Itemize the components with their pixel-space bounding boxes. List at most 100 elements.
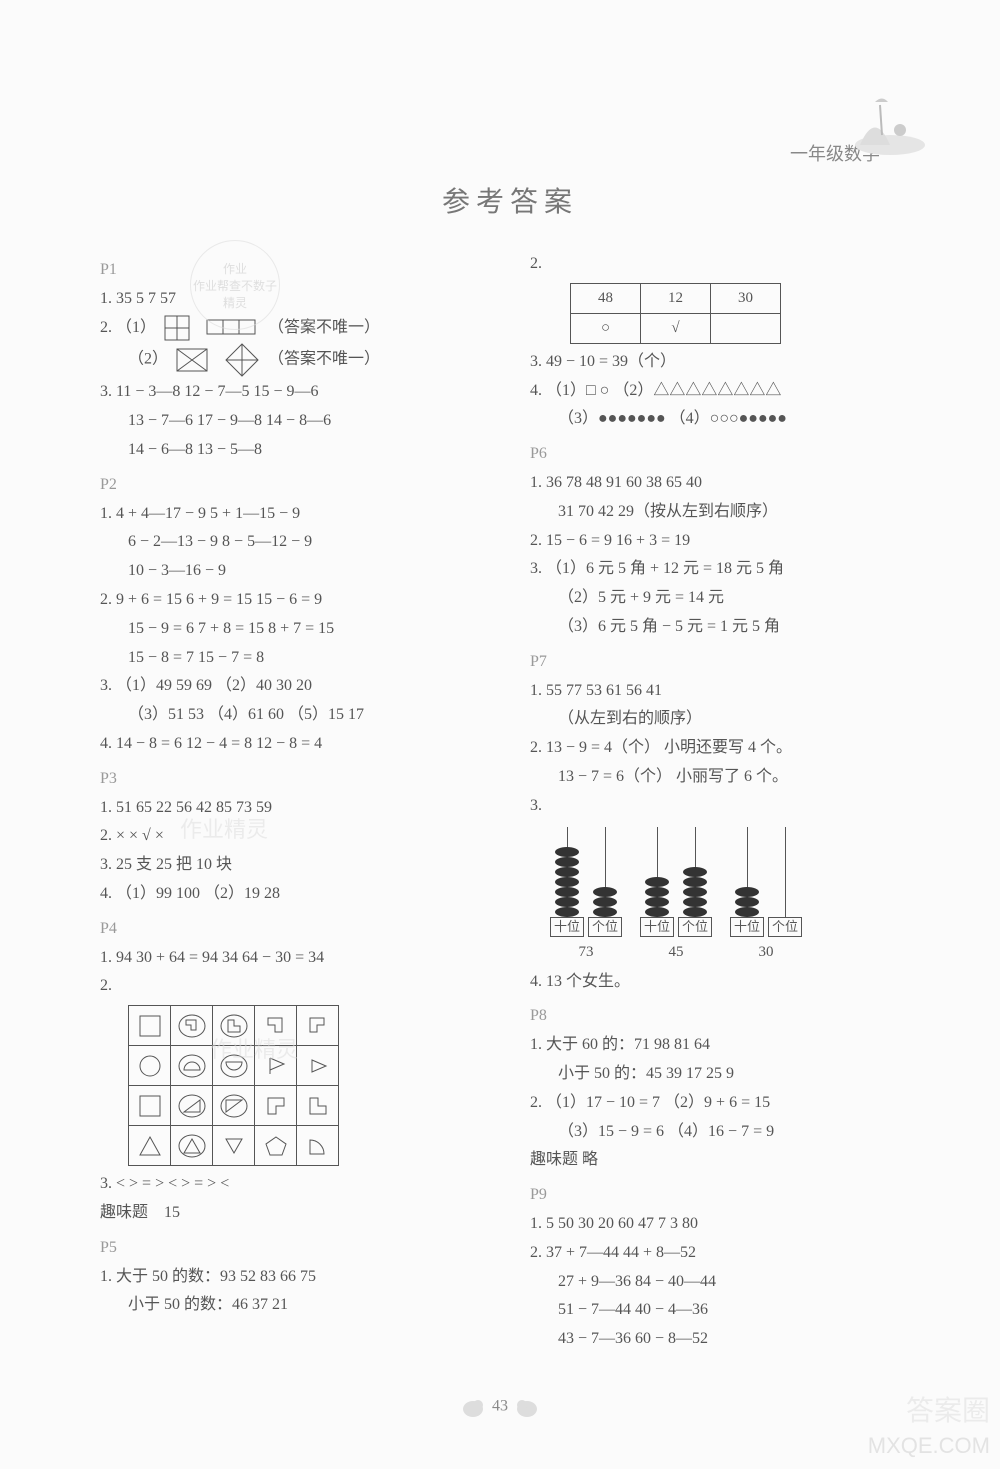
p8-q1-2: 小于 50 的：45 39 17 25 9 [558, 1060, 920, 1089]
watermark-brand: MXQE.COM [868, 1433, 990, 1459]
page-number: 43 [492, 1398, 508, 1415]
rod-label: 十位 [640, 917, 674, 937]
content-columns: P1 1. 35 5 7 57 2. （1） （答案不唯一） （2） [100, 250, 920, 1354]
rod-label: 个位 [588, 917, 622, 937]
abacus-bead [735, 907, 759, 917]
p6-q3-3: （3）6 元 5 角 − 5 元 = 1 元 5 角 [558, 613, 920, 642]
p7-q3: 3. [530, 792, 920, 821]
abacus-bead [555, 887, 579, 897]
abacus: 十位个位73 [550, 827, 622, 966]
p3-q3: 3. 25 支 25 把 10 块 [100, 851, 490, 880]
p9-q2-1: 2. 37 + 7—44 44 + 8—52 [530, 1239, 920, 1268]
stamp-circle: 作业 作业帮查不数子 精灵 [190, 240, 280, 330]
tri-var-2-icon [220, 1132, 248, 1160]
p9-q2-4: 43 − 7—36 60 − 8—52 [558, 1325, 920, 1354]
p4-q2: 2. [100, 972, 490, 1001]
p9-q1: 1. 5 50 30 20 60 47 7 3 80 [530, 1210, 920, 1239]
abacus-value: 45 [669, 939, 684, 966]
abacus-value: 73 [579, 939, 594, 966]
p4-fun-label: 趣味题 [100, 1204, 148, 1221]
p2-q2-1: 2. 9 + 6 = 15 6 + 9 = 15 15 − 6 = 9 [100, 586, 490, 615]
stamp-line3: 精灵 [223, 294, 247, 311]
p8-q2-2: （3）15 − 9 = 6 （4）16 − 7 = 9 [558, 1118, 920, 1147]
diag-rect-2-icon [220, 1092, 248, 1120]
tcell: ○ [571, 313, 641, 343]
abacus-rod [588, 827, 622, 917]
rod-label: 十位 [730, 917, 764, 937]
p7-q2-2: 13 − 7 = 6（个） 小丽写了 6 个。 [558, 763, 920, 792]
abacus-bead [683, 907, 707, 917]
p4-fun-val: 15 [164, 1204, 180, 1221]
watermark-mid-1: 作业精灵 [180, 810, 268, 850]
abacus-row: 十位个位73十位个位45十位个位30 [550, 827, 920, 966]
p3-q4: 4. （1）99 100 （2）19 28 [100, 880, 490, 909]
chick-right-icon [512, 1395, 542, 1419]
p1-q2a: 2. （1） （答案不唯一） [100, 314, 490, 343]
watermark-corner: 答案圈 [906, 1389, 990, 1429]
abacus-bead [683, 867, 707, 877]
stamp-line2: 作业帮查不数子 [193, 277, 277, 294]
p2-q1-2: 6 − 2—13 − 9 8 − 5—12 − 9 [128, 528, 490, 557]
l-piece-icon [262, 1092, 290, 1120]
p2-q3-2: （3）51 53 （4）61 60 （5）15 17 [128, 701, 490, 730]
square-icon-2 [136, 1092, 164, 1120]
p5-q1-2: 小于 50 的数：46 37 21 [128, 1291, 490, 1320]
abacus-rod [550, 827, 584, 917]
p8-fun: 趣味题 略 [530, 1146, 920, 1175]
p4-q3: 3. < > = > < > = > < [100, 1170, 490, 1199]
p8-q2-1: 2. （1）17 − 10 = 7 （2）9 + 6 = 15 [530, 1089, 920, 1118]
p1-q2a-text: 2. （1） [100, 319, 156, 336]
sec-p4: P4 [100, 915, 490, 944]
abacus-rod [640, 827, 674, 917]
page: 一年级数学 参考答案 作业 作业帮查不数子 精灵 P1 1. 35 5 7 57… [0, 0, 1000, 1469]
sec-p2: P2 [100, 471, 490, 500]
sec-p5: P5 [100, 1234, 490, 1263]
tcell: 12 [641, 283, 711, 313]
abacus-bead [555, 857, 579, 867]
p1-q2a-note: （答案不唯一） [268, 319, 380, 336]
p1-q3-2: 13 − 7—6 17 − 9—8 14 − 8—6 [128, 407, 490, 436]
abacus-rod [768, 827, 802, 917]
rod-label: 个位 [678, 917, 712, 937]
quarter-icon [304, 1132, 332, 1160]
abacus-bead [735, 887, 759, 897]
small-tri-icon [304, 1052, 332, 1080]
abacus: 十位个位45 [640, 827, 712, 966]
l-piece-2-icon [304, 1092, 332, 1120]
sec-p8: P8 [530, 1002, 920, 1031]
p1-q3-3: 14 − 6—8 13 − 5—8 [128, 436, 490, 465]
abacus-bead [645, 897, 669, 907]
rod-label: 十位 [550, 917, 584, 937]
p2-q1-1: 1. 4 + 4—17 − 9 5 + 1—15 − 9 [100, 500, 490, 529]
p7-q2-1: 2. 13 − 9 = 4（个） 小明还要写 4 个。 [530, 734, 920, 763]
triangle-icon [136, 1132, 164, 1160]
p1-q1: 1. 35 5 7 57 [100, 285, 490, 314]
r-q2-table: 48 12 30 ○ √ [570, 283, 781, 344]
diamond-cross-icon [224, 342, 260, 378]
tcell: √ [641, 313, 711, 343]
abacus-bead [645, 877, 669, 887]
pent-icon [262, 1132, 290, 1160]
sec-p7: P7 [530, 648, 920, 677]
abacus-bead [683, 897, 707, 907]
abacus-bead [555, 877, 579, 887]
header-illustration [840, 90, 930, 160]
abacus-bead [645, 887, 669, 897]
p2-q2-3: 15 − 8 = 7 15 − 7 = 8 [128, 644, 490, 673]
p1-q3-1: 3. 11 − 3—8 12 − 7—5 15 − 9—6 [100, 378, 490, 407]
p6-q1-1: 1. 36 78 48 91 60 38 65 40 [530, 469, 920, 498]
p4-q1: 1. 94 30 + 64 = 94 34 64 − 30 = 34 [100, 944, 490, 973]
tri-var-1-icon [178, 1132, 206, 1160]
abacus-bead [555, 867, 579, 877]
semicircle-1-icon [178, 1052, 206, 1080]
left-column: P1 1. 35 5 7 57 2. （1） （答案不唯一） （2） [100, 250, 490, 1354]
p2-q2-2: 15 − 9 = 6 7 + 8 = 15 8 + 7 = 15 [128, 615, 490, 644]
square-icon [136, 1012, 164, 1040]
diag-rect-1-icon [178, 1092, 206, 1120]
abacus-value: 30 [759, 939, 774, 966]
abacus-bead [555, 847, 579, 857]
circle-icon [136, 1052, 164, 1080]
p7-q1-2: （从左到右的顺序） [558, 705, 920, 734]
p2-q1-3: 10 − 3—16 − 9 [128, 557, 490, 586]
abacus-bead [593, 907, 617, 917]
